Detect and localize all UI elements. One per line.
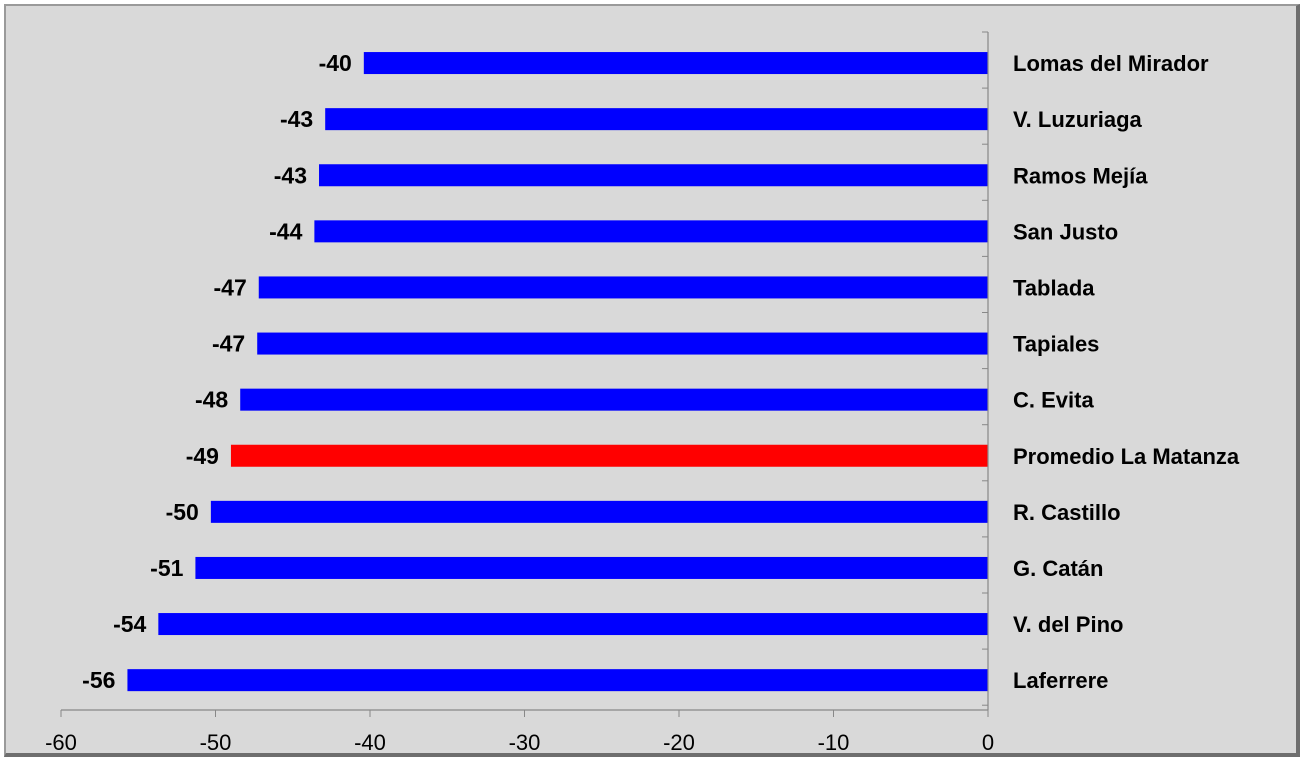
bar bbox=[319, 164, 988, 187]
category-label: V. del Pino bbox=[1013, 612, 1123, 637]
bar-value-label: -54 bbox=[113, 611, 146, 637]
bar bbox=[363, 52, 988, 75]
labels-layer: -40 Lomas del Mirador -43 V. Luzuriaga -43 Ra… bbox=[45, 50, 1240, 755]
bar-value-label: -48 bbox=[195, 387, 228, 413]
bar bbox=[127, 669, 988, 692]
bar-value-label: -50 bbox=[166, 499, 199, 525]
bar bbox=[240, 388, 989, 411]
bar-value-label: -47 bbox=[214, 274, 247, 300]
bar-value-label: -51 bbox=[150, 555, 183, 581]
bar bbox=[158, 613, 988, 636]
bar-highlight bbox=[230, 444, 988, 467]
x-tick-label: 0 bbox=[982, 730, 994, 755]
category-label: G. Catán bbox=[1013, 556, 1103, 581]
category-label: Tapiales bbox=[1013, 332, 1099, 357]
category-label: V. Luzuriaga bbox=[1013, 107, 1143, 132]
category-label: R. Castillo bbox=[1013, 500, 1121, 525]
bar-value-label: -47 bbox=[212, 331, 245, 357]
category-label: C. Evita bbox=[1013, 388, 1094, 413]
bar bbox=[314, 220, 988, 243]
bar bbox=[257, 332, 989, 355]
bar bbox=[210, 500, 989, 523]
x-tick-label: -50 bbox=[200, 730, 232, 755]
category-label: Lomas del Mirador bbox=[1013, 51, 1209, 76]
category-label: San Justo bbox=[1013, 219, 1118, 244]
x-tick-label: -40 bbox=[354, 730, 386, 755]
bar bbox=[195, 556, 989, 579]
category-label: Promedio La Matanza bbox=[1013, 444, 1240, 469]
category-label: Laferrere bbox=[1013, 668, 1108, 693]
bar-value-label: -40 bbox=[319, 50, 352, 76]
bar-value-label: -43 bbox=[280, 106, 313, 132]
bar-value-label: -49 bbox=[186, 443, 219, 469]
bar-value-label: -56 bbox=[82, 667, 115, 693]
bars-layer bbox=[127, 52, 989, 692]
x-tick-label: -20 bbox=[663, 730, 695, 755]
bar-value-label: -43 bbox=[274, 162, 307, 188]
category-label: Tablada bbox=[1013, 275, 1095, 300]
x-tick-label: -60 bbox=[45, 730, 77, 755]
axes-layer bbox=[60, 31, 989, 717]
bar bbox=[325, 108, 988, 131]
x-tick-label: -10 bbox=[818, 730, 850, 755]
x-tick-label: -30 bbox=[509, 730, 541, 755]
bar-value-label: -44 bbox=[269, 218, 302, 244]
category-label: Ramos Mejía bbox=[1013, 163, 1148, 188]
bar bbox=[258, 276, 988, 299]
